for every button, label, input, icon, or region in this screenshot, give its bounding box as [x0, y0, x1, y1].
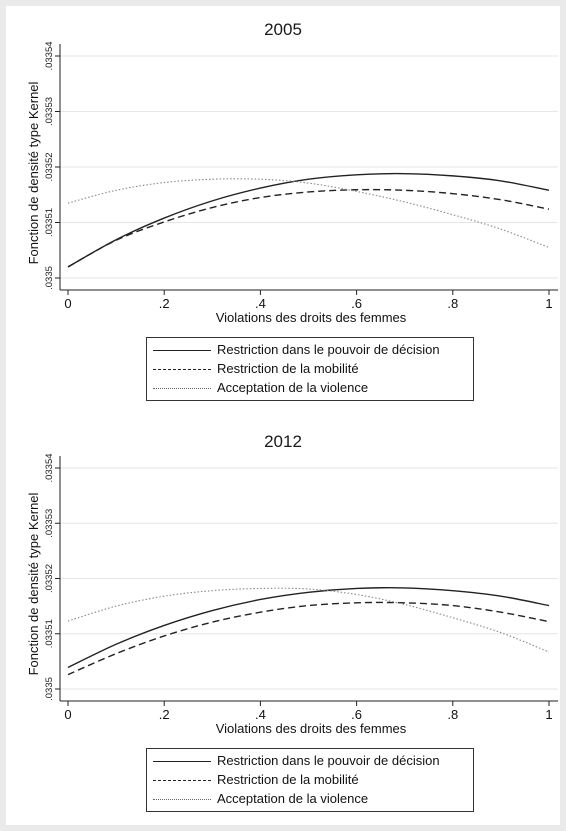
- legend-line-dotted: [153, 799, 211, 800]
- y-tick-label: .03354: [44, 453, 55, 482]
- x-tick-label: 0: [64, 296, 71, 311]
- x-tick-label: .4: [255, 296, 266, 311]
- legend-item-solid: Restriction dans le pouvoir de décision: [147, 341, 473, 359]
- series-line-dashed: [67, 188, 550, 268]
- y-tick-label: .03354: [44, 41, 55, 70]
- x-tick-label: .6: [351, 707, 362, 722]
- legend: Restriction dans le pouvoir de décision …: [146, 748, 474, 812]
- x-axis-label: Violations des droits des femmes: [215, 310, 407, 325]
- figure-frame: 2005 Fonction de densité type Kernel .03…: [6, 6, 560, 825]
- legend-label: Restriction dans le pouvoir de décision: [217, 342, 440, 357]
- y-tick-label: .03351: [44, 208, 55, 237]
- chart-title: 2012: [264, 432, 302, 451]
- y-tick-label: .0335: [44, 266, 55, 290]
- chart-svg-2005: .0335 .03351 .03352 .03353 .03354 0 .2 .4 .6 .8 1: [44, 41, 558, 311]
- legend-item-dotted: Acceptation de la violence: [147, 790, 473, 808]
- y-tick-label: .03352: [44, 564, 55, 593]
- series-line-solid: [67, 587, 550, 669]
- x-tick-label: .2: [159, 707, 170, 722]
- legend-label: Acceptation de la violence: [217, 791, 369, 806]
- x-tick-label: 1: [545, 296, 552, 311]
- legend-item-solid: Restriction dans le pouvoir de décision: [147, 752, 473, 770]
- chart-panel-2012: 2012 Fonction de densité type Kernel .03…: [6, 421, 560, 831]
- legend-label: Restriction de la mobilité: [217, 772, 359, 787]
- legend-item-dashed: Restriction de la mobilité: [147, 360, 473, 378]
- y-tick-label: .03351: [44, 619, 55, 648]
- chart-panel-2005: 2005 Fonction de densité type Kernel .03…: [6, 6, 560, 416]
- y-tick-label: .03353: [44, 97, 55, 126]
- legend-line-dotted: [153, 388, 211, 389]
- legend-line-solid: [153, 761, 211, 762]
- legend: Restriction dans le pouvoir de décision …: [146, 337, 474, 401]
- legend-label: Restriction dans le pouvoir de décision: [217, 753, 440, 768]
- x-tick-label: .2: [159, 296, 170, 311]
- x-tick-label: .4: [255, 707, 266, 722]
- x-tick-label: 0: [64, 707, 71, 722]
- chart-title: 2005: [264, 20, 302, 39]
- x-tick-label: .8: [447, 707, 458, 722]
- legend-line-dashed: [153, 369, 211, 370]
- legend-item-dotted: Acceptation de la violence: [147, 379, 473, 397]
- series-line-dotted: [67, 178, 550, 248]
- legend-line-solid: [153, 350, 211, 351]
- series-line-dashed: [67, 601, 550, 676]
- series-line-solid: [67, 172, 550, 268]
- series-line-dotted: [67, 587, 550, 653]
- y-tick-label: .03353: [44, 509, 55, 538]
- legend-label: Acceptation de la violence: [217, 380, 369, 395]
- legend-label: Restriction de la mobilité: [217, 361, 359, 376]
- legend-item-dashed: Restriction de la mobilité: [147, 771, 473, 789]
- legend-line-dashed: [153, 780, 211, 781]
- x-tick-label: 1: [545, 707, 552, 722]
- y-tick-label: .0335: [44, 677, 55, 701]
- x-axis-label: Violations des droits des femmes: [215, 721, 407, 736]
- x-tick-label: .8: [447, 296, 458, 311]
- y-tick-label: .03352: [44, 152, 55, 181]
- x-tick-label: .6: [351, 296, 362, 311]
- chart-svg-2012: .0335 .03351 .03352 .03353 .03354 0 .2 .4 .6 .8 1: [44, 453, 558, 722]
